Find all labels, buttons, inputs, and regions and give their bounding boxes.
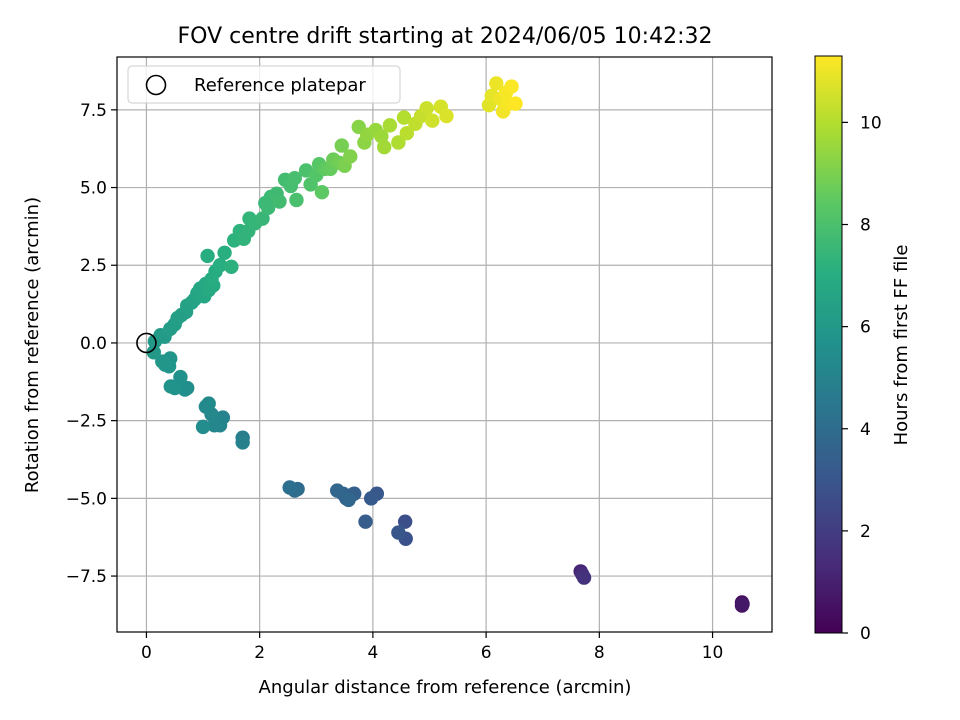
data-point — [224, 259, 239, 274]
chart-title: FOV centre drift starting at 2024/06/05 … — [178, 24, 713, 49]
legend-marker-icon — [145, 74, 167, 96]
data-point — [217, 245, 232, 261]
y-axis-label: Rotation from reference (arcmin) — [22, 197, 43, 493]
legend: Reference platepar — [127, 65, 401, 104]
data-point — [289, 192, 304, 208]
data-point — [207, 418, 222, 433]
y-tick-label: −7.5 — [66, 567, 107, 587]
y-axis-ticks: −7.5 −5.0 −2.5 0.0 2.5 5.0 7.5 — [66, 101, 117, 587]
data-point — [282, 480, 297, 495]
data-point — [255, 211, 270, 226]
data-point — [260, 200, 276, 215]
data-point — [343, 149, 358, 164]
x-tick-label: 8 — [594, 643, 605, 663]
data-point — [330, 483, 345, 498]
legend-entry-reference: Reference platepar — [194, 75, 366, 96]
data-point — [391, 135, 406, 150]
data-point — [489, 76, 504, 91]
data-point — [212, 258, 228, 273]
data-point — [155, 354, 170, 369]
data-point — [576, 570, 592, 585]
data-point — [504, 79, 519, 94]
x-tick-label: 6 — [481, 643, 492, 663]
y-tick-label: 0.0 — [80, 334, 107, 354]
data-point — [419, 101, 434, 116]
data-point — [399, 125, 415, 141]
x-tick-label: 0 — [141, 643, 152, 663]
data-point — [397, 514, 413, 529]
data-point — [374, 129, 389, 144]
data-point — [163, 379, 178, 394]
data-point — [377, 139, 392, 155]
data-point — [391, 525, 406, 540]
data-point — [382, 118, 398, 133]
data-point — [425, 113, 440, 128]
data-point — [396, 110, 412, 125]
reference-platepar-marker — [136, 332, 157, 354]
y-tick-label: 5.0 — [80, 179, 107, 199]
data-point — [341, 492, 356, 508]
data-point — [735, 596, 750, 612]
y-tick-label: −5.0 — [66, 489, 107, 509]
data-point — [314, 185, 330, 200]
x-axis-label: Angular distance from reference (arcmin) — [259, 677, 632, 698]
data-point — [334, 138, 349, 153]
colorbar-tick-label: 0 — [860, 624, 871, 644]
data-points — [136, 76, 750, 613]
legend-box — [127, 65, 401, 104]
data-point — [235, 435, 250, 450]
y-tick-label: −2.5 — [66, 412, 107, 432]
data-point — [358, 514, 373, 529]
colorbar-label: Hours from first FF file — [891, 245, 912, 446]
data-point — [146, 345, 161, 360]
y-tick-label: 2.5 — [80, 256, 107, 276]
data-point — [195, 419, 211, 435]
data-point — [363, 491, 379, 506]
x-tick-label: 2 — [254, 643, 265, 663]
data-point — [439, 108, 454, 124]
data-point — [200, 248, 215, 264]
data-point — [272, 194, 287, 209]
colorbar-gradient — [814, 55, 843, 634]
colorbar-tick-label: 2 — [860, 522, 871, 542]
colorbar-tick-label: 4 — [860, 420, 871, 440]
x-tick-label: 10 — [702, 643, 724, 663]
plot-area-frame — [116, 56, 773, 633]
x-tick-label: 4 — [367, 643, 378, 663]
x-axis-ticks: 0 2 4 6 8 10 — [141, 632, 723, 663]
data-point — [201, 396, 216, 411]
data-point — [287, 171, 302, 186]
data-point — [508, 96, 523, 111]
y-tick-label: 7.5 — [80, 101, 107, 121]
data-point — [173, 369, 188, 385]
colorbar-tick-label: 6 — [860, 318, 871, 338]
colorbar-tick-label: 8 — [860, 216, 871, 236]
colorbar-tick-label: 10 — [860, 113, 882, 133]
colorbar-ticks: 0 2 4 6 8 10 — [842, 113, 882, 644]
colorbar: 0 2 4 6 8 10 Hours from first FF file — [814, 55, 912, 644]
